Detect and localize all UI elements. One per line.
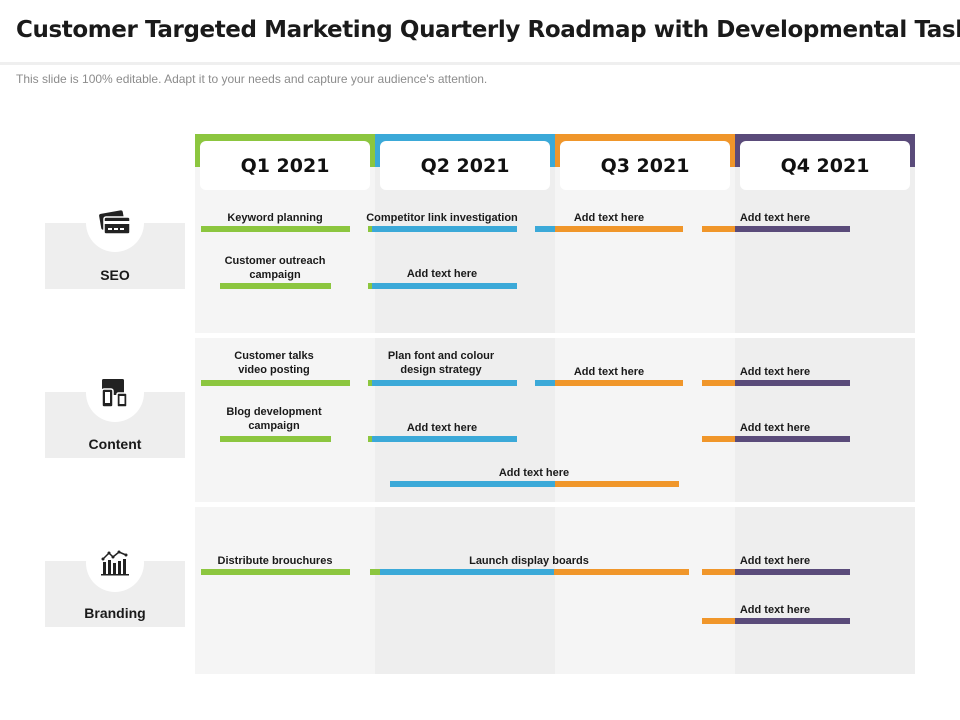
- bar-chart-icon: [101, 550, 129, 576]
- task-label: Blog development campaign: [226, 406, 322, 432]
- q2-header: Q2 2021: [380, 141, 550, 190]
- task-label: Add text here: [573, 366, 645, 378]
- task-bar: [368, 226, 517, 232]
- task-bar: [535, 226, 683, 232]
- q4-column: [735, 134, 915, 674]
- task-bar: [390, 481, 679, 487]
- category-label: Branding: [84, 605, 146, 621]
- row-separator: [195, 502, 915, 507]
- credit-card-icon: [99, 210, 131, 235]
- row-separator: [195, 333, 915, 338]
- task-bar: [220, 283, 331, 289]
- task-label: Add text here: [739, 212, 811, 224]
- task-bar: [220, 436, 331, 442]
- q1-header: Q1 2021: [200, 141, 370, 190]
- task-label: Plan font and colour design strategy: [387, 350, 495, 376]
- task-bar: [702, 380, 850, 386]
- category-label: Content: [88, 436, 142, 452]
- task-bar: [368, 436, 517, 442]
- category-label: SEO: [100, 267, 130, 283]
- q1-column: [195, 134, 375, 674]
- task-label: Add text here: [573, 212, 645, 224]
- task-label: Add text here: [739, 555, 811, 567]
- task-label: Customer outreach campaign: [224, 255, 326, 281]
- q3-column: [555, 134, 735, 674]
- task-bar: [535, 380, 683, 386]
- devices-icon: [101, 379, 128, 408]
- task-label: Keyword planning: [227, 212, 323, 224]
- content-icon-circle: [86, 364, 144, 422]
- task-bar: [702, 569, 850, 575]
- task-bar: [368, 283, 517, 289]
- task-bar: [702, 226, 850, 232]
- task-label: Add text here: [406, 268, 478, 280]
- task-bar: [368, 380, 517, 386]
- task-label: Distribute brouchures: [217, 555, 333, 567]
- task-label: Customer talks video posting: [234, 350, 314, 376]
- task-bar: [201, 569, 350, 575]
- task-bar: [702, 436, 850, 442]
- task-bar: [702, 618, 850, 624]
- task-label: Launch display boards: [469, 555, 589, 567]
- page-subtitle: This slide is 100% editable. Adapt it to…: [16, 72, 488, 86]
- q3-header: Q3 2021: [560, 141, 730, 190]
- task-label: Add text here: [739, 422, 811, 434]
- task-bar: [201, 226, 350, 232]
- q4-header: Q4 2021: [740, 141, 910, 190]
- task-label: Add text here: [498, 467, 570, 479]
- q2-column: [375, 134, 555, 674]
- task-label: Add text here: [406, 422, 478, 434]
- task-label: Add text here: [739, 366, 811, 378]
- task-label: Add text here: [739, 604, 811, 616]
- seo-icon-circle: [86, 194, 144, 252]
- task-label: Competitor link investigation: [366, 212, 518, 224]
- task-bar: [201, 380, 350, 386]
- page-title: Customer Targeted Marketing Quarterly Ro…: [16, 17, 960, 43]
- branding-icon-circle: [86, 534, 144, 592]
- task-bar: [370, 569, 689, 575]
- title-divider: [0, 62, 960, 65]
